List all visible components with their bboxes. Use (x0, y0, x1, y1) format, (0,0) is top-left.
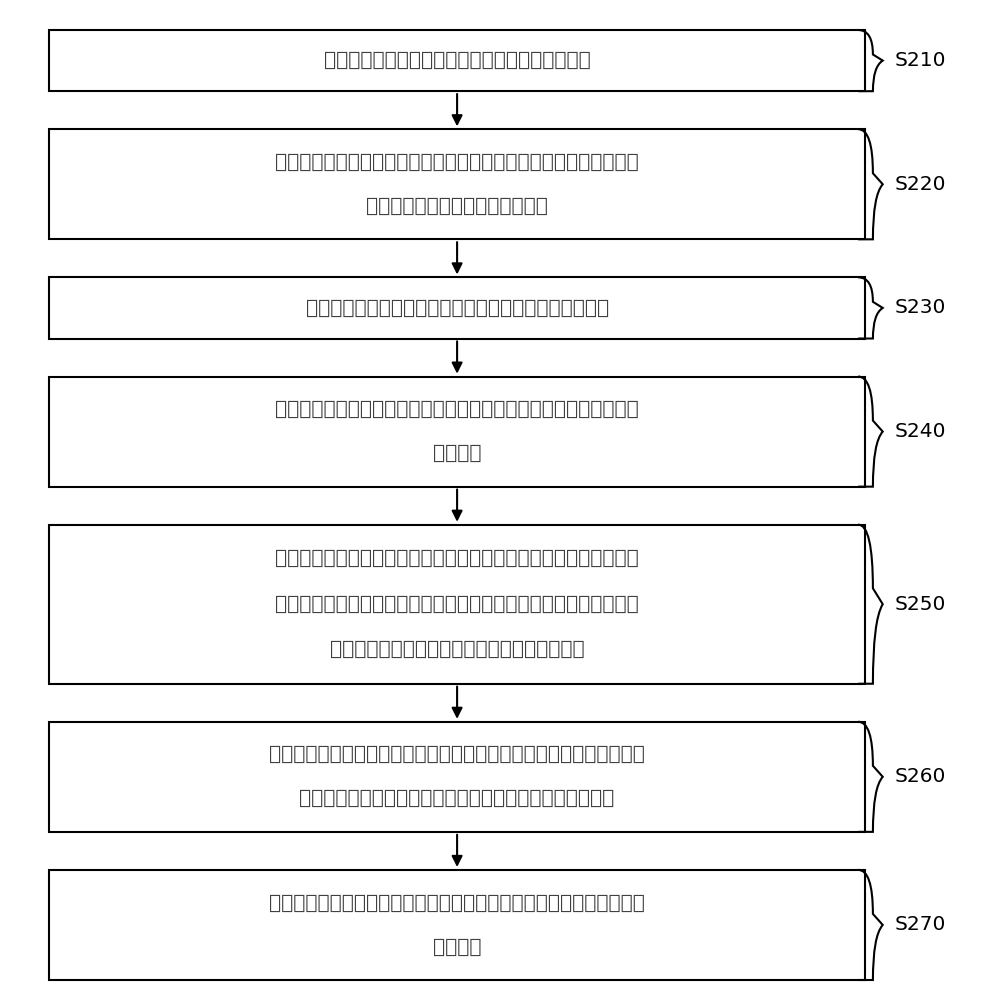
FancyBboxPatch shape (49, 525, 865, 684)
Text: 在支架立杆上方安装支架顶托，在支架顶托上方铺设木枋: 在支架立杆上方安装支架顶托，在支架顶托上方铺设木枋 (306, 298, 608, 317)
Text: 在木枋上方架设反力架下横梁，然后在反力架下横梁上方安装同步扁: 在木枋上方架设反力架下横梁，然后在反力架下横梁上方安装同步扁 (275, 400, 639, 419)
FancyBboxPatch shape (49, 129, 865, 239)
FancyBboxPatch shape (49, 30, 865, 91)
Text: S220: S220 (895, 175, 946, 194)
Text: 端部和砼面层支架设置有支架底托: 端部和砼面层支架设置有支架底托 (366, 197, 549, 216)
FancyBboxPatch shape (49, 870, 865, 980)
Text: S270: S270 (895, 915, 946, 934)
Text: S230: S230 (895, 298, 946, 317)
Text: S260: S260 (895, 767, 946, 786)
Text: S250: S250 (895, 595, 946, 614)
Text: 搭设支架立杆，并在每根支架立杆上架设支架横杆，并在支架立杆下: 搭设支架立杆，并在每根支架立杆上架设支架横杆，并在支架立杆下 (275, 153, 639, 172)
FancyBboxPatch shape (49, 722, 865, 832)
FancyBboxPatch shape (49, 377, 865, 487)
Text: 形千斤顶: 形千斤顶 (433, 444, 482, 463)
Text: 的挂钩勾住钢丝绳连接器，同时拧紧紧绳器，使钢丝绳绷紧: 的挂钩勾住钢丝绳连接器，同时拧紧紧绳器，使钢丝绳绷紧 (300, 789, 614, 808)
Text: 进行预压: 进行预压 (433, 937, 482, 956)
Text: 将两端带有紧绳器的钢丝绳跨过反力架上横梁，然后分别将两个紧绳器: 将两端带有紧绳器的钢丝绳跨过反力架上横梁，然后分别将两个紧绳器 (269, 745, 645, 764)
Text: S240: S240 (895, 422, 946, 441)
Text: 在支架地基预压结束后，进行支架地基的基础硬化: 在支架地基预压结束后，进行支架地基的基础硬化 (323, 51, 591, 70)
Text: 开启同步扁形千斤顶，按照设计荷载支架进行支架预压，同时对反力架: 开启同步扁形千斤顶，按照设计荷载支架进行支架预压，同时对反力架 (269, 893, 645, 912)
Text: 安装连接器在同步扁形千斤顶上架设反力架上横梁，并在每根支架立: 安装连接器在同步扁形千斤顶上架设反力架上横梁，并在每根支架立 (275, 595, 639, 614)
Text: S210: S210 (895, 51, 946, 70)
Text: 杆与相对应的支架底托分别安装钢丝绳的连接器: 杆与相对应的支架底托分别安装钢丝绳的连接器 (329, 640, 585, 659)
Text: 同步扁形千斤顶安放在反力架上横梁，并在每根支架立杆与支架底托: 同步扁形千斤顶安放在反力架上横梁，并在每根支架立杆与支架底托 (275, 549, 639, 568)
FancyBboxPatch shape (49, 277, 865, 339)
